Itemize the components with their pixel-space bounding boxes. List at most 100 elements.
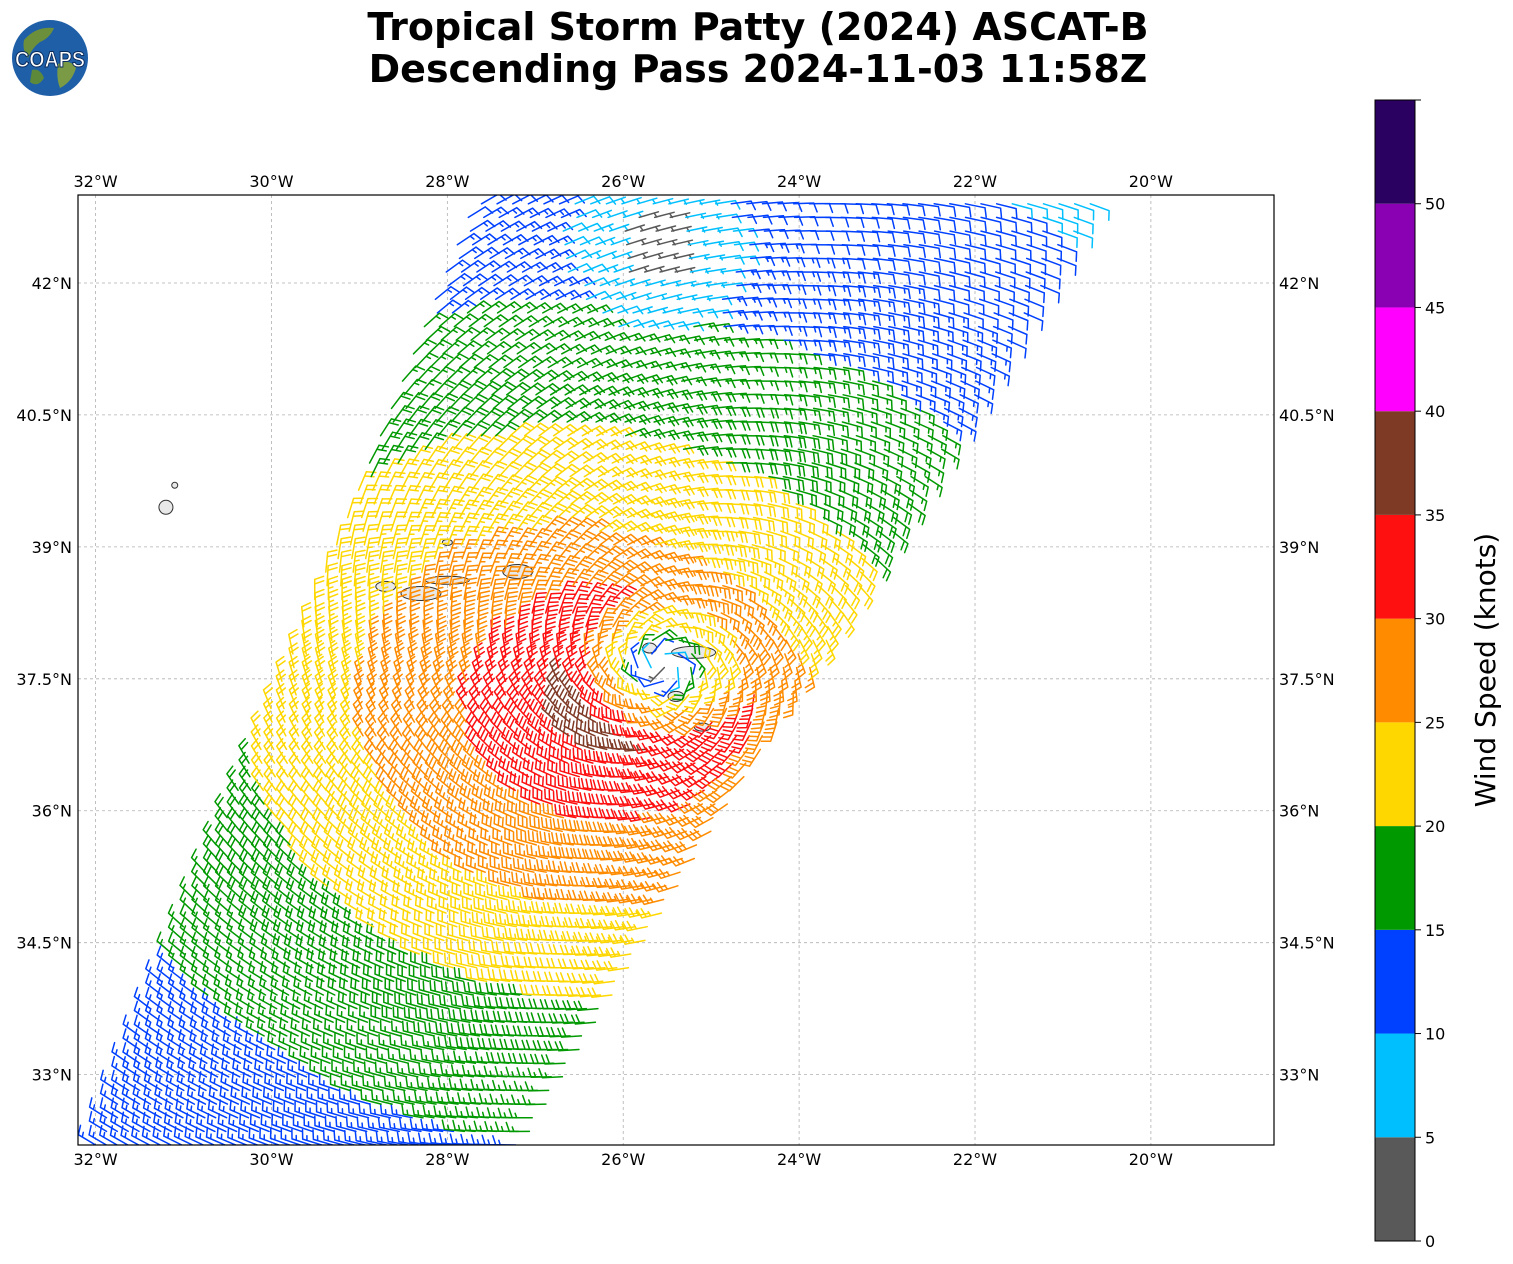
wind-barb: [468, 683, 481, 710]
wind-barb: [702, 803, 729, 817]
wind-barb: [456, 232, 483, 246]
wind-barb: [362, 766, 378, 792]
wind-barb: [949, 203, 972, 218]
wind-barb: [154, 1070, 174, 1092]
wind-barb: [782, 462, 806, 477]
wind-barb: [178, 1001, 197, 1023]
wind-barb: [612, 251, 633, 260]
wind-barb: [307, 933, 326, 955]
wind-barb: [301, 642, 313, 669]
wind-barb: [445, 512, 466, 532]
wind-barb: [334, 1032, 355, 1051]
colorbar-label: Wind Speed (knots): [1469, 533, 1502, 807]
wind-barb: [465, 854, 486, 873]
wind-barb: [414, 895, 435, 914]
wind-barb: [214, 807, 229, 833]
wind-barb: [514, 712, 532, 737]
wind-barb: [493, 683, 506, 710]
wind-barb: [811, 271, 837, 283]
wind-barb: [811, 448, 834, 465]
wind-barb: [486, 884, 508, 901]
wind-barb: [216, 1126, 237, 1145]
wind-barb: [602, 892, 629, 903]
wind-barb: [343, 1130, 366, 1145]
wind-barb: [392, 1089, 415, 1105]
wind-barb: [994, 271, 1016, 289]
wind-barb: [446, 642, 459, 669]
wind-barb: [798, 407, 822, 422]
wind-barb: [689, 802, 716, 816]
lon-tick-label-top: 30°W: [249, 172, 293, 191]
wind-barb: [354, 628, 366, 655]
wind-barb: [979, 257, 1002, 275]
wind-barb: [501, 726, 518, 751]
wind-barb: [522, 409, 549, 423]
wind-barb: [687, 815, 714, 829]
wind-barb: [462, 273, 489, 287]
wind-barb: [416, 365, 441, 382]
wind-barb: [493, 813, 514, 833]
wind-barb: [1027, 203, 1049, 220]
wind-barb: [820, 544, 840, 566]
wind-barb: [527, 713, 545, 737]
wind-barb: [626, 548, 653, 560]
wind-barb: [296, 905, 315, 928]
wind-barb: [415, 710, 429, 737]
wind-barb: [390, 710, 403, 737]
wind-barb: [418, 379, 442, 396]
wind-barb: [517, 566, 536, 587]
wind-barb: [538, 929, 563, 942]
wind-barb: [241, 1085, 262, 1105]
wind-barb: [977, 339, 998, 358]
wind-barb: [680, 598, 706, 609]
lon-tick-label-bottom: 28°W: [425, 1150, 469, 1169]
wind-barb: [464, 967, 488, 983]
wind-barb: [916, 366, 938, 385]
wind-barb: [600, 291, 628, 301]
wind-barb: [380, 879, 400, 901]
wind-barb: [491, 940, 514, 955]
wind-barb: [145, 973, 163, 996]
wind-barb: [591, 642, 603, 669]
wind-barb: [746, 721, 765, 742]
wind-barb: [381, 865, 401, 887]
colorbar-tick-label: 35: [1425, 506, 1445, 525]
wind-barb: [682, 762, 709, 776]
wind-barb: [991, 353, 1012, 373]
wind-barb: [617, 768, 644, 780]
wind-barb: [551, 832, 575, 846]
wind-barb: [340, 1074, 362, 1092]
wind-barb: [476, 577, 492, 601]
wind-barb: [110, 1083, 130, 1105]
wind-barb: [903, 257, 926, 272]
wind-barb: [447, 379, 472, 396]
wind-barb: [648, 666, 666, 683]
wind-barb: [445, 811, 464, 833]
wind-barb: [682, 445, 709, 456]
wind-barb: [881, 475, 902, 497]
wind-barb: [623, 712, 649, 724]
wind-barb: [318, 1073, 340, 1092]
wind-barb: [286, 863, 304, 887]
island: [400, 585, 442, 601]
wind-barb: [471, 486, 494, 505]
wind-barb: [488, 354, 514, 369]
wind-barb: [436, 589, 449, 614]
wind-barb: [680, 775, 707, 788]
wind-barb: [570, 290, 597, 301]
wind-barb: [179, 903, 196, 928]
wind-barb: [567, 889, 593, 901]
wind-barb: [251, 793, 266, 819]
wind-barb: [433, 810, 452, 833]
wind-barb: [238, 793, 253, 819]
wind-barb: [382, 602, 393, 628]
wind-barb: [594, 672, 611, 696]
wind-barb: [337, 990, 358, 1010]
wind-barb: [339, 710, 351, 737]
wind-barb: [375, 1130, 398, 1145]
wind-barb: [491, 260, 518, 273]
wind-barb: [691, 639, 711, 661]
wind-barb: [975, 366, 996, 386]
wind-barb: [456, 939, 479, 955]
